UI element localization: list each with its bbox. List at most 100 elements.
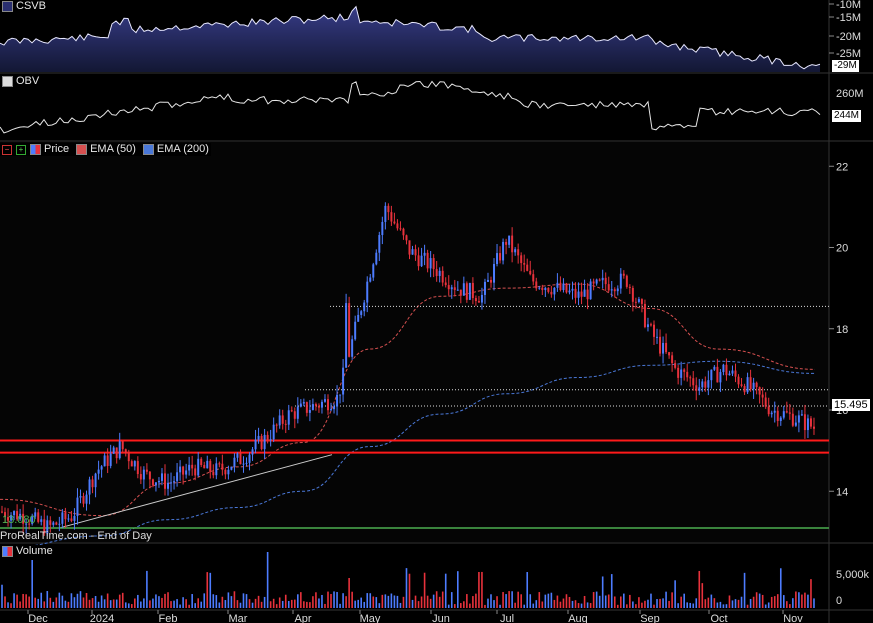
volume-bar bbox=[336, 591, 338, 608]
candle-body bbox=[604, 277, 607, 285]
volume-bar bbox=[115, 599, 118, 608]
volume-bar bbox=[287, 600, 290, 608]
volume-bar bbox=[571, 600, 574, 608]
candle-body bbox=[471, 282, 474, 299]
candle-body bbox=[465, 283, 468, 300]
ema50-legend-label[interactable]: EMA (50) bbox=[90, 143, 136, 155]
volume-bar bbox=[526, 572, 529, 608]
candle-body bbox=[320, 401, 323, 408]
obv-legend-label: OBV bbox=[16, 75, 40, 87]
candle-body bbox=[281, 415, 284, 424]
candle-body bbox=[387, 205, 390, 213]
candle-body bbox=[176, 472, 179, 482]
candle-body bbox=[263, 434, 266, 450]
volume-bar bbox=[76, 593, 79, 608]
volume-bar bbox=[94, 596, 97, 608]
price-legend-label[interactable]: Price bbox=[44, 143, 70, 155]
candle-body bbox=[610, 289, 613, 291]
volume-bar bbox=[200, 601, 203, 608]
volume-bar bbox=[194, 603, 196, 608]
candle-body bbox=[154, 482, 157, 486]
volume-bar bbox=[792, 598, 794, 608]
volume-bar bbox=[167, 592, 169, 608]
volume-bar bbox=[463, 601, 465, 608]
candle-body bbox=[88, 479, 91, 495]
candle-body bbox=[701, 381, 704, 388]
obv-legend: OBV bbox=[0, 75, 42, 88]
candle-body bbox=[553, 287, 556, 295]
volume-bar bbox=[423, 572, 426, 608]
candle-body bbox=[773, 410, 776, 413]
candle-body bbox=[145, 469, 148, 472]
volume-bar bbox=[568, 596, 571, 608]
candle-body bbox=[541, 287, 544, 291]
volume-bar bbox=[638, 597, 640, 608]
volume-bar bbox=[541, 601, 544, 608]
candle-body bbox=[230, 466, 233, 470]
volume-bar bbox=[435, 591, 438, 608]
candle-body bbox=[133, 461, 136, 467]
candle-body bbox=[734, 370, 737, 377]
volume-bar bbox=[429, 598, 432, 608]
close-panel-icon[interactable]: − bbox=[2, 144, 12, 155]
price-tick-label: 22 bbox=[836, 161, 848, 173]
volume-bar bbox=[776, 594, 779, 608]
candle-body bbox=[616, 288, 619, 292]
candle-body bbox=[797, 415, 800, 423]
candle-body bbox=[643, 303, 646, 328]
candle-body bbox=[360, 311, 363, 315]
volume-bar bbox=[589, 603, 592, 608]
volume-bar bbox=[408, 573, 411, 608]
candle-body bbox=[94, 473, 97, 488]
csvb-legend-label: CSVB bbox=[16, 0, 46, 12]
candle-body bbox=[76, 497, 79, 516]
candle-body bbox=[444, 282, 447, 286]
candle-body bbox=[565, 283, 568, 293]
add-indicator-icon[interactable]: + bbox=[16, 144, 26, 155]
candle-body bbox=[227, 469, 230, 475]
candle-body bbox=[659, 336, 662, 354]
price-tick-label: 20 bbox=[836, 243, 848, 255]
candle-body bbox=[305, 402, 308, 413]
volume-bar bbox=[176, 599, 178, 608]
candle-body bbox=[719, 372, 722, 383]
volume-bar bbox=[351, 591, 353, 608]
candle-body bbox=[372, 264, 375, 278]
volume-bar bbox=[91, 598, 94, 608]
volume-bar bbox=[450, 592, 453, 608]
csvb-tick-label: -15M bbox=[836, 12, 861, 24]
volume-bar bbox=[185, 599, 187, 608]
volume-bar bbox=[278, 597, 281, 608]
candle-body bbox=[794, 422, 797, 426]
candle-body bbox=[671, 355, 674, 364]
volume-bar bbox=[390, 593, 393, 608]
obv-swatch bbox=[2, 76, 13, 87]
volume-bar bbox=[118, 594, 121, 608]
volume-bar bbox=[348, 578, 350, 608]
volume-bar bbox=[233, 591, 236, 608]
candle-body bbox=[49, 520, 52, 525]
ema200-legend-label[interactable]: EMA (200) bbox=[156, 143, 209, 155]
volume-bar bbox=[795, 591, 797, 608]
volume-bar bbox=[520, 594, 522, 608]
volume-bar bbox=[472, 596, 474, 608]
volume-bar bbox=[644, 600, 646, 608]
volume-bar bbox=[758, 593, 761, 608]
candle-body bbox=[556, 282, 559, 288]
candle-body bbox=[622, 273, 625, 276]
volume-bar bbox=[683, 593, 685, 608]
candle-body bbox=[683, 369, 686, 372]
volume-bar bbox=[635, 604, 637, 608]
volume-bar bbox=[290, 599, 293, 608]
candle-body bbox=[459, 289, 462, 296]
volume-bar bbox=[529, 594, 532, 608]
candle-body bbox=[52, 522, 55, 525]
volume-bar bbox=[559, 601, 562, 608]
volume-bar bbox=[728, 595, 731, 608]
candle-body bbox=[728, 373, 731, 376]
candle-body bbox=[206, 460, 209, 469]
volume-bar bbox=[312, 596, 314, 608]
x-tick-label-apr: Apr bbox=[294, 613, 311, 623]
candle-body bbox=[634, 301, 637, 303]
volume-bar bbox=[701, 583, 704, 608]
